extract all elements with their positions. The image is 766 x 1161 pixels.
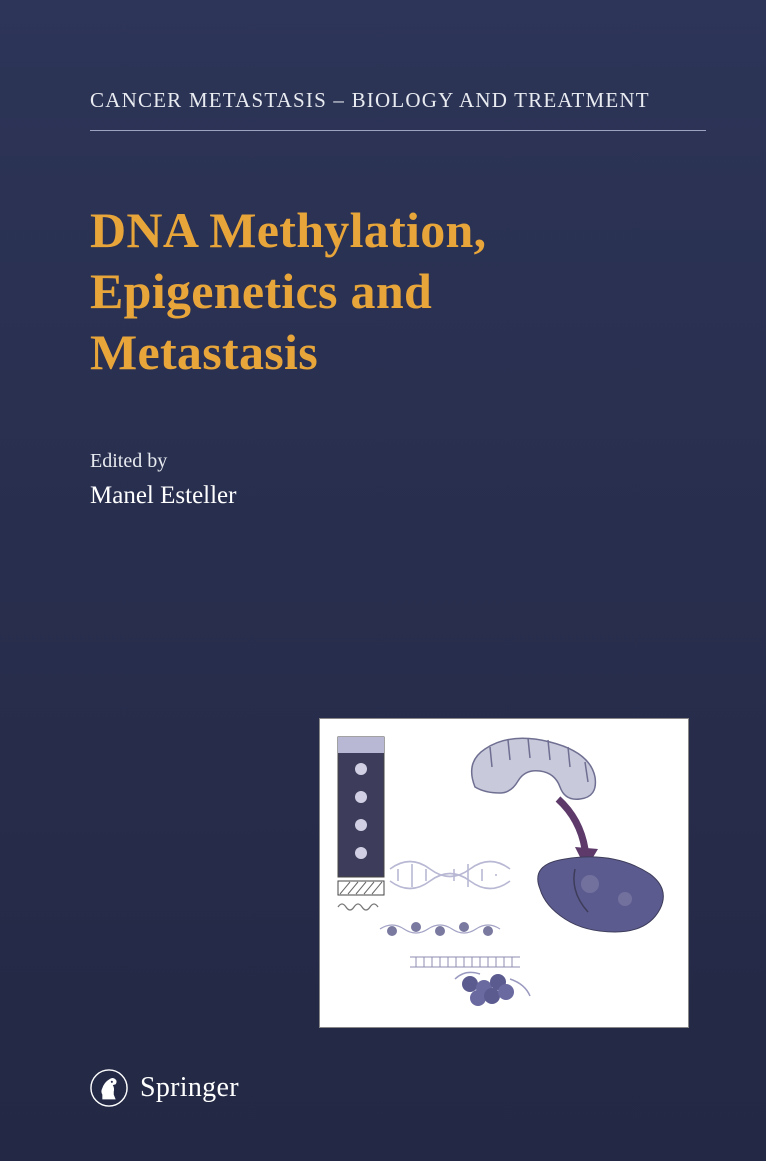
book-cover: CANCER METASTASIS – BIOLOGY AND TREATMEN… xyxy=(0,0,766,1161)
publisher-name: Springer xyxy=(140,1072,239,1104)
horizontal-rule xyxy=(90,130,706,131)
title-line-1: DNA Methylation, xyxy=(90,200,686,261)
edited-by-label: Edited by xyxy=(90,450,167,473)
series-title: CANCER METASTASIS – BIOLOGY AND TREATMEN… xyxy=(90,88,706,113)
title-line-2: Epigenetics and xyxy=(90,261,686,322)
springer-horse-icon xyxy=(90,1069,128,1107)
book-title: DNA Methylation, Epigenetics and Metasta… xyxy=(90,200,686,383)
publisher-block: Springer xyxy=(90,1069,239,1107)
title-line-3: Metastasis xyxy=(90,322,686,383)
cover-illustration xyxy=(319,718,689,1028)
editor-name: Manel Esteller xyxy=(90,482,236,510)
